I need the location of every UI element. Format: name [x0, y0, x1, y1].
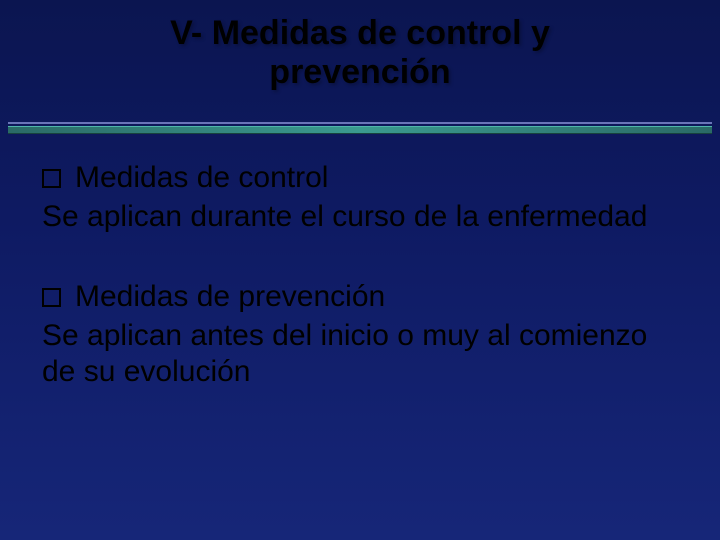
bullet-item: Medidas de prevención	[42, 279, 678, 316]
square-bullet-icon	[42, 169, 61, 188]
square-bullet-icon	[42, 288, 61, 307]
slide: V- Medidas de control y prevención Medid…	[0, 0, 720, 540]
bullet-label: Medidas de control	[75, 160, 328, 197]
bullet-item: Medidas de control	[42, 160, 678, 197]
title-divider	[0, 122, 720, 134]
divider-thin	[8, 122, 712, 124]
divider-thick	[8, 126, 712, 134]
title-line-1: V- Medidas de control y	[0, 14, 720, 53]
slide-title: V- Medidas de control y prevención	[0, 0, 720, 92]
slide-body: Medidas de control Se aplican durante el…	[42, 160, 678, 435]
bullet-body: Se aplican antes del inicio o muy al com…	[42, 318, 678, 391]
bullet-body: Se aplican durante el curso de la enferm…	[42, 199, 678, 236]
title-line-2: prevención	[0, 53, 720, 92]
bullet-label: Medidas de prevención	[75, 279, 385, 316]
